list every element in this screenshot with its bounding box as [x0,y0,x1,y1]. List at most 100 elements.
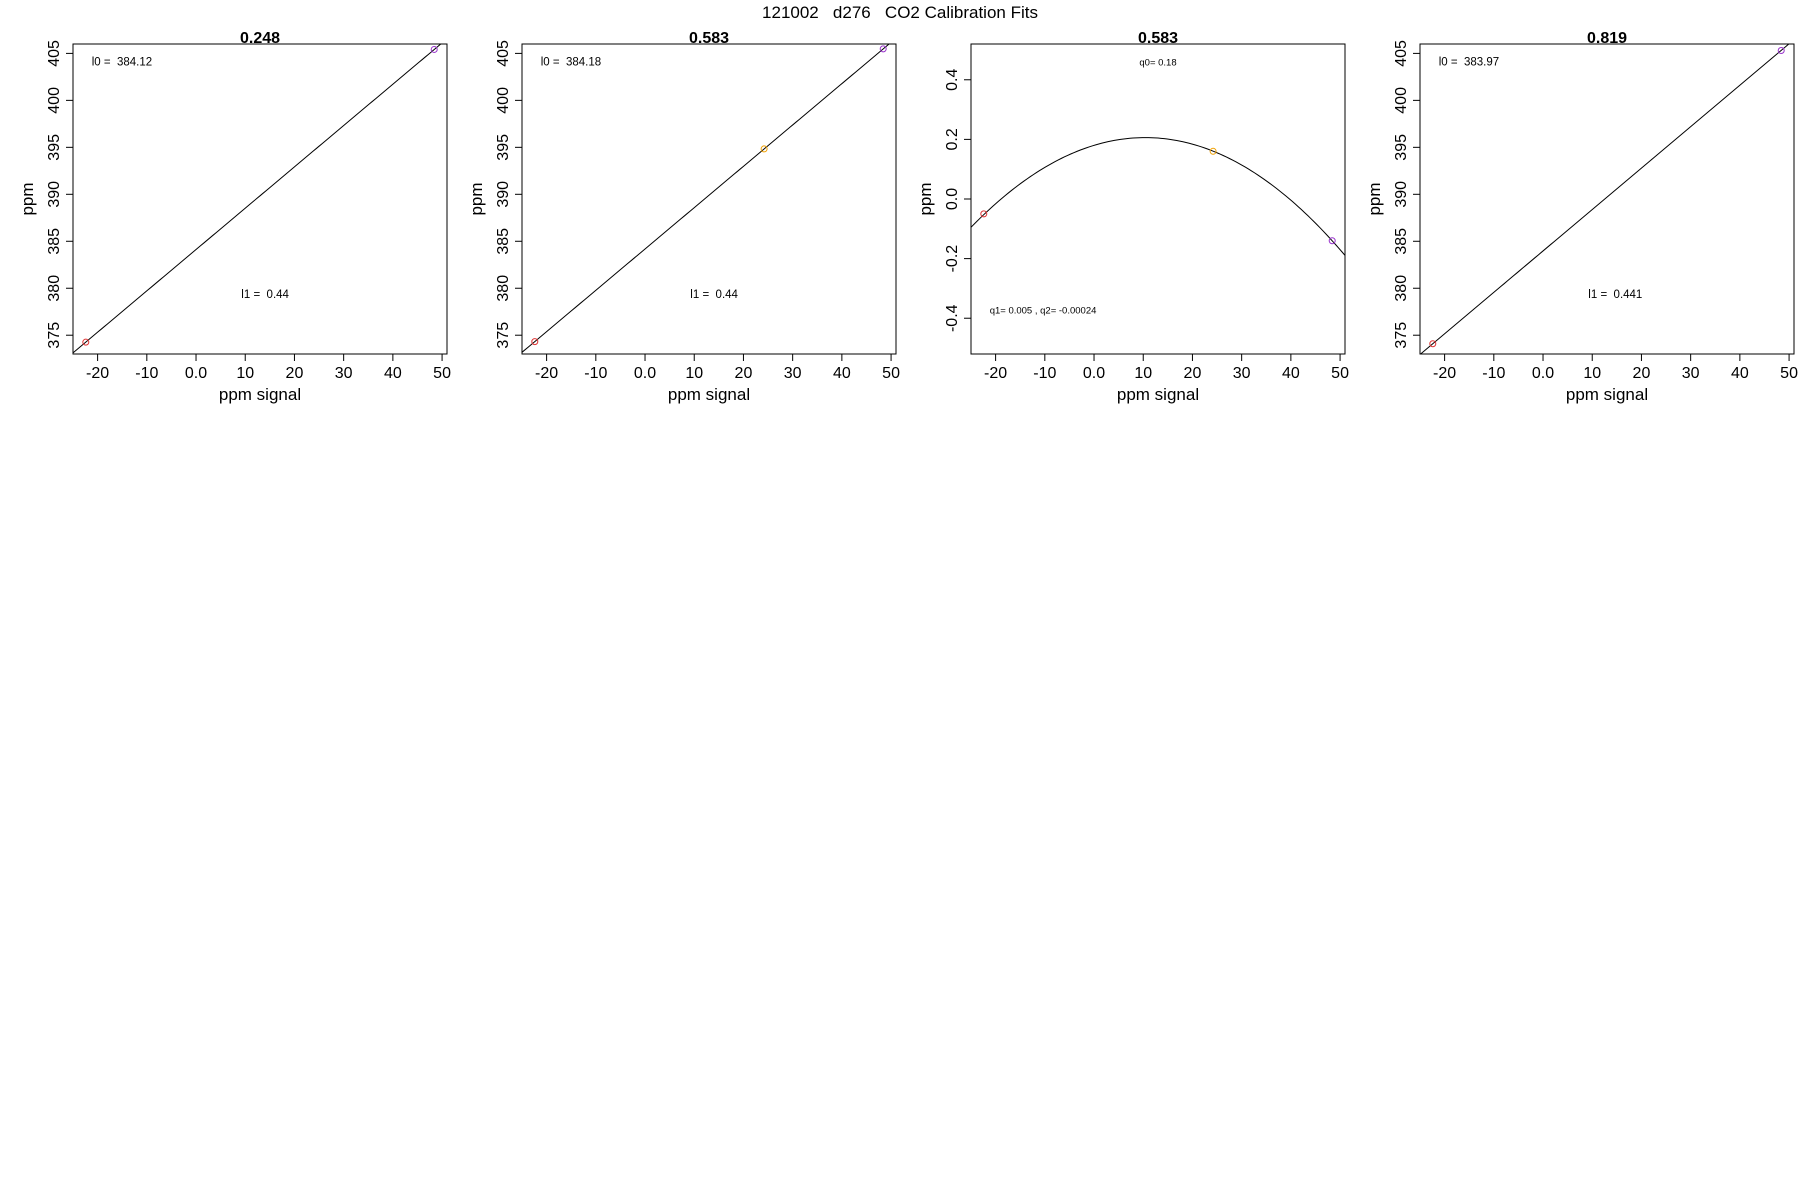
x-tick-label: 20 [1633,365,1651,382]
y-tick-label: 400 [1393,87,1410,114]
chart-panel-3: 0.583 -20 -10 0.0 10 20 30 40 50 -0.4 -0.2 0.0 0.2 0.… [916,30,1349,404]
y-tick-label: -0.2 [944,245,961,273]
y-tick-label: 390 [1393,181,1410,208]
panel-title: 0.248 [240,30,280,47]
x-tick-label: 50 [882,365,900,382]
plot-frame [72,43,448,355]
data-point [1328,237,1336,245]
y-axis-label: ppm [1365,182,1384,215]
y-tick-label: 400 [46,87,63,114]
data-point [1209,147,1217,155]
x-tick-label: 20 [1184,365,1202,382]
y-tick-label: 380 [1393,275,1410,302]
x-tick-label: 30 [1233,365,1251,382]
data-point [1777,46,1785,54]
fit-annotation: l0 = 383.97 [1439,57,1499,69]
x-tick-label: -20 [535,365,558,382]
x-tick-label: 50 [1331,365,1349,382]
x-tick-label: 0.0 [1532,365,1554,382]
fit-annotation: l1 = 0.44 [690,289,738,301]
fit-line [73,44,442,354]
data-point [531,338,539,346]
panels: 0.248 -20 -10 0.0 10 20 30 40 50 375 380 385 390 395 4… [18,30,1798,404]
x-tick-label: 30 [784,365,802,382]
data-point [879,45,887,53]
panel-title: 0.819 [1587,30,1627,47]
y-tick-label: 0.4 [944,69,961,91]
y-tick-label: 390 [46,181,63,208]
y-tick-label: 395 [1393,134,1410,161]
fit-annotation: l1 = 0.441 [1588,289,1642,301]
x-tick-label: 40 [384,365,402,382]
x-axis-label: ppm signal [1117,385,1199,404]
x-tick-label: 40 [1731,365,1749,382]
x-tick-label: -10 [1033,365,1056,382]
y-tick-label: 385 [495,228,512,255]
y-tick-label: 375 [495,322,512,349]
fit-annotation: q0= 0.18 [1139,58,1176,69]
fit-annotation: q1= 0.005 , q2= -0.00024 [990,306,1097,317]
x-tick-label: 10 [1134,365,1152,382]
chart-panel-1: 0.248 -20 -10 0.0 10 20 30 40 50 375 380 385 390 395 4… [18,30,451,404]
plot-frame [1419,43,1795,355]
y-tick-label: 385 [46,228,63,255]
chart-panel-2: 0.583 -20 -10 0.0 10 20 30 40 50 375 380 385 390 395 4… [467,30,900,404]
data-point [82,338,90,346]
y-axis-label: ppm [18,182,37,215]
y-tick-label: 405 [1393,40,1410,67]
y-axis-label: ppm [916,182,935,215]
x-axis-label: ppm signal [1566,385,1648,404]
panel-title: 0.583 [689,30,729,47]
y-tick-label: 395 [46,134,63,161]
y-tick-label: 405 [46,40,63,67]
x-tick-label: 30 [1682,365,1700,382]
y-tick-label: 390 [495,181,512,208]
chart-panel-4: 0.819 -20 -10 0.0 10 20 30 40 50 375 380 385 390 395 4… [1365,30,1798,404]
y-tick-label: 385 [1393,228,1410,255]
x-tick-label: 50 [433,365,451,382]
y-tick-label: 0.2 [944,128,961,150]
y-tick-label: 405 [495,40,512,67]
fit-line [971,137,1345,256]
x-axis-label: ppm signal [668,385,750,404]
fit-annotation: l1 = 0.44 [241,289,289,301]
x-tick-label: 20 [286,365,304,382]
y-tick-label: 395 [495,134,512,161]
x-tick-label: 10 [685,365,703,382]
data-point [760,145,768,153]
y-tick-label: 380 [495,275,512,302]
x-tick-label: 0.0 [634,365,656,382]
x-tick-label: -10 [1482,365,1505,382]
y-tick-label: -0.4 [944,304,961,332]
x-tick-label: 20 [735,365,753,382]
x-tick-label: 0.0 [1083,365,1105,382]
x-tick-label: 10 [236,365,254,382]
plot-frame [521,43,897,355]
y-tick-label: 375 [1393,322,1410,349]
x-tick-label: -10 [135,365,158,382]
x-tick-label: -20 [984,365,1007,382]
x-axis-label: ppm signal [219,385,301,404]
x-tick-label: -20 [86,365,109,382]
x-tick-label: 40 [833,365,851,382]
fit-line [522,44,890,353]
fit-annotation: l0 = 384.12 [92,57,152,69]
x-tick-label: 0.0 [185,365,207,382]
y-tick-label: 0.0 [944,188,961,210]
x-tick-label: 30 [335,365,353,382]
x-tick-label: -10 [584,365,607,382]
data-point [1429,340,1437,348]
x-tick-label: -20 [1433,365,1456,382]
y-tick-label: 380 [46,275,63,302]
x-tick-label: 10 [1583,365,1601,382]
data-point [430,45,438,53]
y-tick-label: 375 [46,322,63,349]
x-tick-label: 50 [1780,365,1798,382]
fit-line [1420,44,1790,354]
panel-title: 0.583 [1138,30,1178,47]
x-tick-label: 40 [1282,365,1300,382]
y-tick-label: 400 [495,87,512,114]
data-point [980,210,988,218]
fit-annotation: l0 = 384.18 [541,57,601,69]
